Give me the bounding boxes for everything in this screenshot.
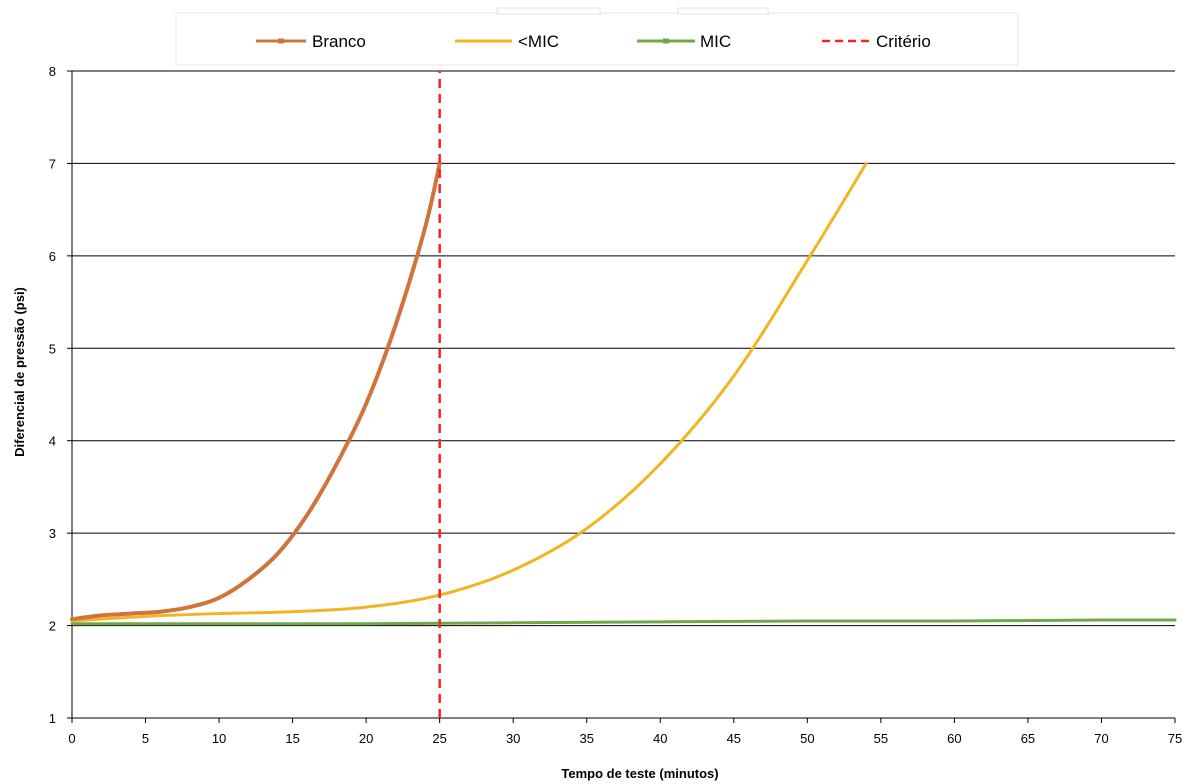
legend-item-lt-mic: <MIC — [455, 32, 559, 51]
x-tick-label-30: 30 — [506, 731, 520, 746]
x-tick-label-25: 25 — [432, 731, 446, 746]
legend-label-branco: Branco — [312, 32, 366, 51]
x-tick-label-15: 15 — [285, 731, 299, 746]
y-tick-label-8: 8 — [49, 64, 56, 79]
legend-decor-box-2 — [677, 7, 769, 15]
x-tick-label-0: 0 — [68, 731, 75, 746]
x-tick-label-75: 75 — [1168, 731, 1182, 746]
x-tick-label-35: 35 — [579, 731, 593, 746]
series-line-mic — [70, 618, 1177, 626]
x-tick-label-20: 20 — [359, 731, 373, 746]
legend-item-criterio: Critério — [822, 32, 931, 51]
x-tick-label-40: 40 — [653, 731, 667, 746]
y-tick-label-2: 2 — [49, 619, 56, 634]
legend-item-mic: MIC — [637, 32, 731, 51]
x-tick-label-60: 60 — [947, 731, 961, 746]
x-tick-label-10: 10 — [212, 731, 226, 746]
y-tick-label-5: 5 — [49, 341, 56, 356]
y-axis-title: Diferencial de pressão (psi) — [12, 287, 27, 457]
legend-label-mic: MIC — [700, 32, 731, 51]
y-tick-label-6: 6 — [49, 249, 56, 264]
series-line-lt-mic — [70, 161, 868, 623]
x-ticks: 0 5 10 15 20 25 30 35 40 45 50 55 60 65 70 75 — [68, 718, 1182, 746]
x-tick-label-70: 70 — [1094, 731, 1108, 746]
legend: Branco <MIC MIC Critério — [175, 7, 1019, 66]
legend-decor-box-1 — [496, 7, 601, 15]
series — [70, 71, 1177, 718]
x-tick-label-55: 55 — [874, 731, 888, 746]
y-ticks: 1 2 3 4 5 6 7 8 — [49, 64, 72, 726]
legend-box — [175, 12, 1019, 66]
y-tick-label-1: 1 — [49, 711, 56, 726]
y-tick-label-4: 4 — [49, 434, 56, 449]
grid — [72, 70, 1175, 627]
legend-label-lt-mic: <MIC — [518, 32, 559, 51]
x-tick-label-65: 65 — [1021, 731, 1035, 746]
legend-label-criterio: Critério — [876, 32, 931, 51]
legend-item-branco: Branco — [256, 32, 366, 51]
x-tick-label-50: 50 — [800, 731, 814, 746]
x-tick-label-5: 5 — [142, 731, 149, 746]
x-tick-label-45: 45 — [727, 731, 741, 746]
y-tick-label-3: 3 — [49, 526, 56, 541]
y-tick-label-7: 7 — [49, 156, 56, 171]
series-line-branco — [70, 161, 442, 622]
axes — [71, 71, 1175, 719]
x-axis-title: Tempo de teste (minutos) — [561, 766, 718, 781]
